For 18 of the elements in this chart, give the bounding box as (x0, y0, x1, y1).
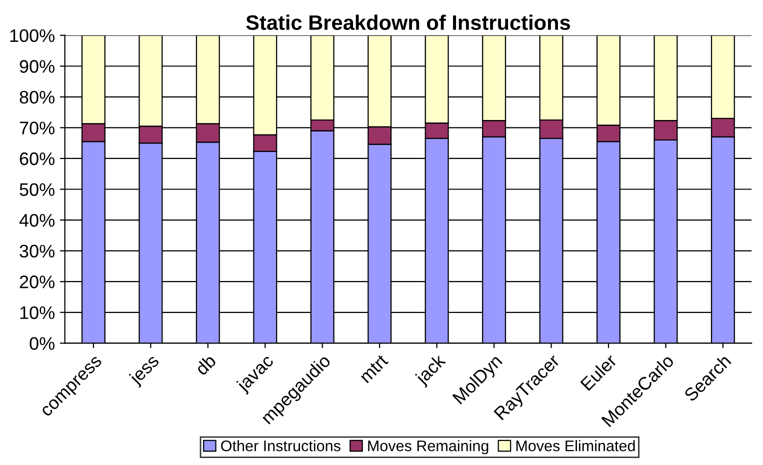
legend-label: Other Instructions (221, 440, 340, 452)
y-tick-label: 0% (30, 337, 54, 350)
y-tick-label: 10% (20, 306, 54, 320)
x-tick-label: jess (128, 353, 162, 388)
y-tick-label: 40% (19, 214, 54, 227)
chart-title: Static Breakdown of Instructions (246, 14, 570, 30)
y-tick-label: 90% (20, 60, 54, 73)
y-tick-label: 60% (20, 152, 54, 166)
y-tick-label: 20% (20, 276, 54, 288)
y-tick-label: 30% (20, 244, 54, 258)
legend-label: Moves Eliminated (516, 440, 635, 452)
legend-label: Moves Remaining (368, 440, 488, 454)
x-tick-label: mtrt (359, 354, 389, 384)
x-tick-label: db (194, 353, 217, 376)
y-tick-label: 80% (20, 90, 54, 104)
y-tick-label: 50% (20, 183, 54, 196)
y-tick-label: 100% (10, 29, 54, 42)
y-tick-label: 70% (20, 122, 54, 134)
